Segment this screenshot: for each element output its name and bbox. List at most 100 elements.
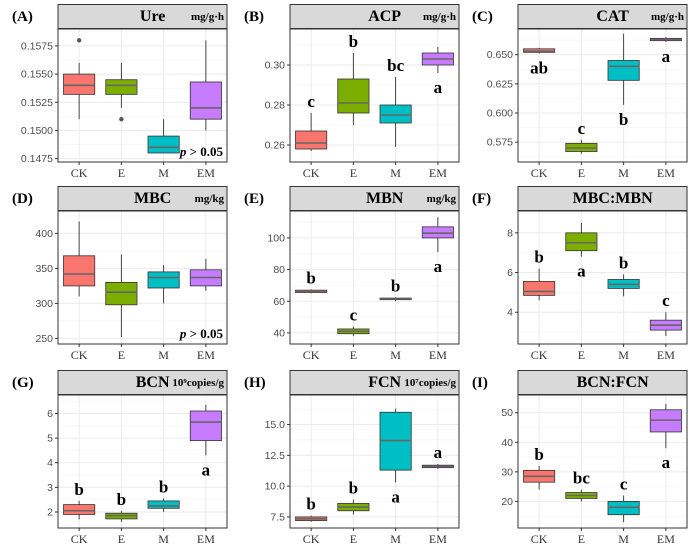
panel-tag: (D): [12, 191, 33, 207]
box-EM: a: [421, 47, 454, 97]
box-E: b: [337, 479, 370, 515]
x-tick-label: CK: [303, 532, 320, 546]
x-tick-label: M: [618, 348, 629, 362]
significance-label: c: [350, 306, 358, 325]
p-value-note: p > 0.05: [179, 326, 224, 341]
panel-title: MBC: [134, 190, 171, 207]
box-EM: a: [649, 37, 682, 66]
panel-A: (A) Ure mg/g·h 0.1475 0.1500 0.1525 0.1550 0.15…: [12, 4, 228, 180]
x-tick-label: E: [350, 166, 357, 180]
y-tick-label: 0.1475: [21, 153, 53, 165]
strip-header: [289, 4, 460, 29]
box-body: [189, 410, 222, 441]
p-rest: > 0.05: [186, 144, 223, 159]
panel-unit: 10⁷copies/g: [404, 377, 456, 389]
significance-label: bc: [573, 469, 590, 488]
y-tick-label: 4: [47, 457, 53, 469]
box-body: [147, 271, 180, 289]
x-tick-label: CK: [531, 532, 548, 546]
x-tick-label: CK: [71, 166, 88, 180]
x-tick-label: E: [118, 532, 125, 546]
box-M: c: [607, 474, 640, 523]
x-tick-label: EM: [197, 348, 215, 362]
y-tick-label: 6: [507, 267, 513, 279]
x-tick-label: EM: [657, 348, 675, 362]
box-EM: a: [421, 217, 454, 276]
panel-title: Ure: [140, 8, 165, 25]
y-tick-label: 0.1525: [21, 97, 53, 109]
strip-header: [289, 186, 460, 211]
panel-unit: mg/kg: [427, 193, 457, 205]
x-tick-label: E: [350, 532, 357, 546]
significance-label: a: [662, 47, 671, 66]
x-tick-label: EM: [657, 166, 675, 180]
y-tick-label: 0.600: [487, 108, 513, 120]
y-tick-label: 40: [273, 327, 285, 339]
box-body: [105, 282, 138, 306]
y-tick-label: 20: [501, 496, 513, 508]
x-tick-label: EM: [657, 532, 675, 546]
y-tick-label: 5: [47, 433, 53, 445]
box-body: [379, 104, 412, 124]
y-tick-label: 0.28: [265, 100, 286, 112]
x-tick-label: E: [118, 348, 125, 362]
significance-label: ab: [530, 59, 548, 78]
box-EM: [189, 258, 222, 291]
x-tick-label: CK: [531, 166, 548, 180]
box-body: [565, 232, 598, 252]
panel-title: ACP: [368, 8, 401, 25]
panel-unit: mg/g·h: [423, 11, 456, 23]
x-tick-label: E: [578, 532, 585, 546]
x-tick-label: CK: [71, 348, 88, 362]
y-tick-label: 15.0: [265, 419, 286, 431]
box-M: b: [607, 254, 640, 297]
panel-tag: (C): [472, 9, 493, 25]
panel-tag: (E): [244, 191, 264, 207]
significance-label: c: [662, 291, 670, 310]
box-EM: [189, 40, 222, 131]
x-tick-label: EM: [429, 348, 447, 362]
x-tick-label: EM: [197, 532, 215, 546]
y-tick-label: 40: [501, 437, 513, 449]
box-CK: b: [523, 445, 556, 490]
panel-tag: (A): [12, 9, 33, 25]
significance-label: a: [434, 257, 443, 276]
x-tick-label: CK: [303, 348, 320, 362]
x-tick-label: M: [158, 166, 169, 180]
significance-label: a: [434, 443, 443, 462]
significance-label: a: [662, 453, 671, 472]
x-tick-label: M: [618, 166, 629, 180]
y-tick-label: 0.1550: [21, 69, 53, 81]
y-tick-label: 350: [35, 263, 53, 275]
box-E: bc: [565, 469, 598, 502]
box-body: [189, 81, 222, 120]
y-tick-label: 10.0: [265, 481, 286, 493]
panel-unit: mg/g·h: [191, 11, 224, 23]
y-tick-label: 6: [47, 408, 53, 420]
x-tick-label: E: [118, 166, 125, 180]
box-body: [63, 73, 96, 95]
y-tick-label: 4: [507, 307, 513, 319]
box-M: [147, 264, 180, 304]
plot-border: [57, 394, 228, 529]
strip-header: [517, 186, 688, 211]
box-EM: c: [649, 291, 682, 337]
box-EM: a: [649, 403, 682, 472]
x-tick-label: M: [390, 348, 401, 362]
significance-label: a: [391, 487, 400, 506]
x-tick-label: M: [158, 532, 169, 546]
y-tick-label: 250: [35, 333, 53, 345]
panel-unit: mg/kg: [195, 193, 225, 205]
plot-border: [517, 28, 688, 163]
y-tick-label: 0.26: [265, 140, 286, 152]
y-tick-label: 0.650: [487, 49, 513, 61]
y-tick-label: 50: [501, 407, 513, 419]
x-tick-label: CK: [531, 348, 548, 362]
y-tick-label: 0.625: [487, 78, 513, 90]
outlier-point: [76, 38, 82, 43]
